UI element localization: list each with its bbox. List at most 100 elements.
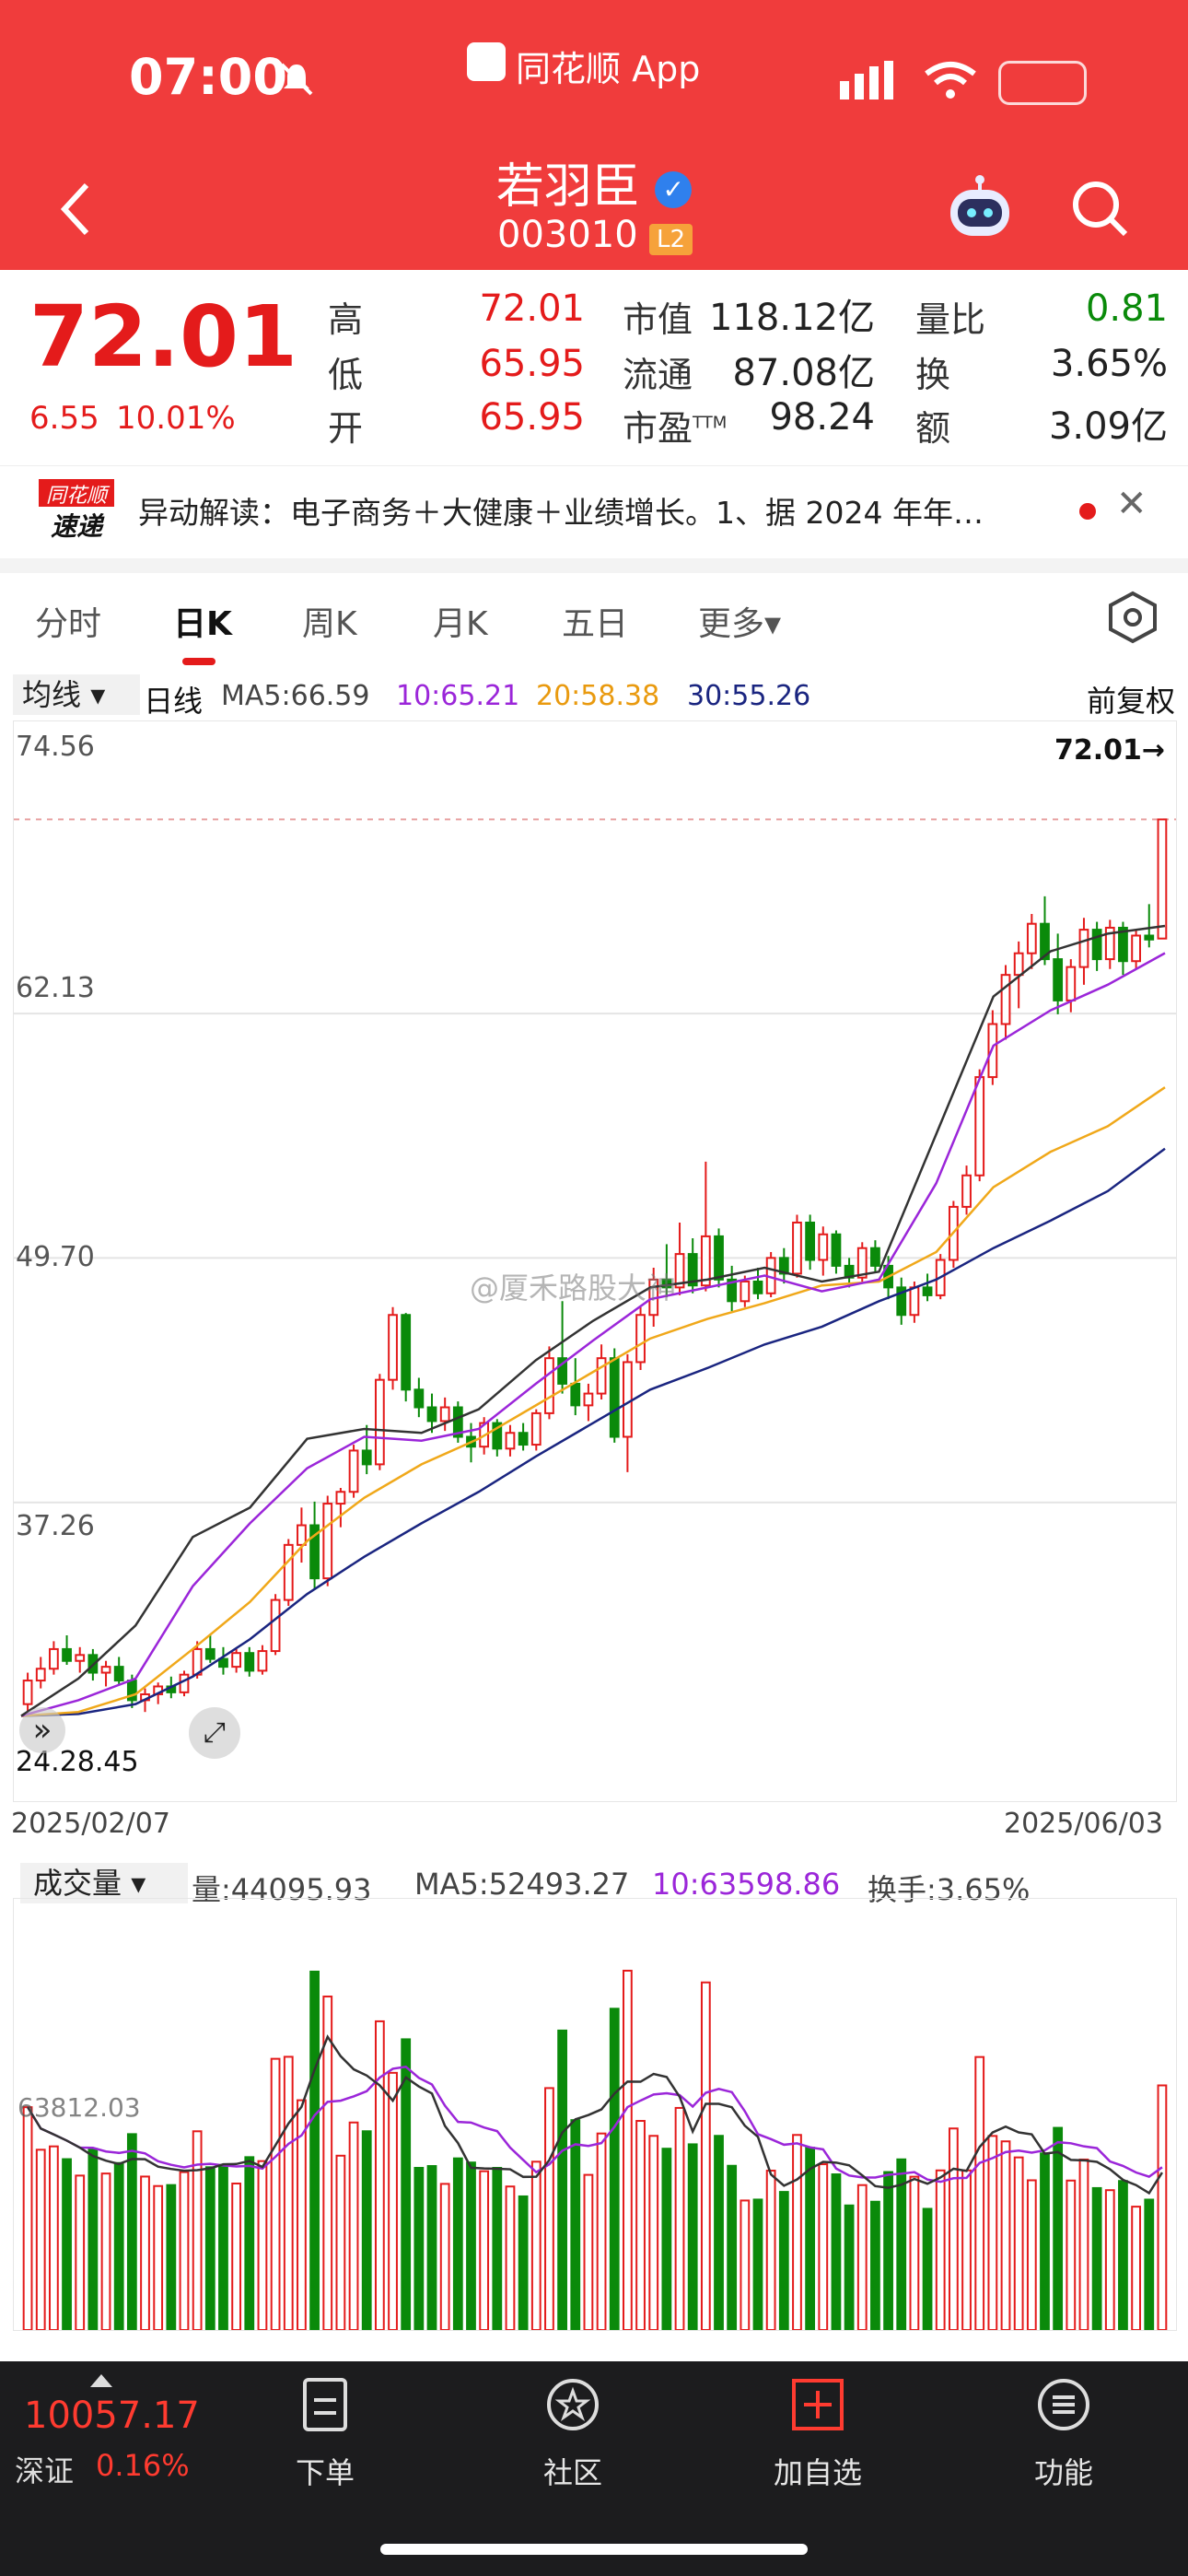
volume-bar (179, 2171, 190, 2330)
index-value[interactable]: 10057.17 (24, 2395, 200, 2437)
volume-bar (1040, 2152, 1050, 2330)
robot-assistant-icon[interactable] (945, 175, 1015, 245)
volume-bar (1000, 2140, 1011, 2330)
settings-hexagon-icon[interactable] (1107, 590, 1159, 645)
candle-body (1026, 922, 1037, 954)
candle-body (297, 1524, 307, 1546)
candle-body (179, 1673, 190, 1693)
ma20-line (20, 1086, 1166, 1717)
volume-turnover: 换手:3.65% (868, 1872, 1031, 1907)
news-logo-top: 同花顺 (39, 479, 114, 508)
candle-body (570, 1382, 581, 1407)
news-banner[interactable]: 同花顺 速递 异动解读：电子商务＋大健康＋业绩增长。1、据 2024 年年… ✕ (0, 465, 1188, 573)
news-text[interactable]: 异动解读：电子商务＋大健康＋业绩增长。1、据 2024 年年… (138, 495, 984, 531)
expand-left-icon[interactable]: » (19, 1707, 65, 1753)
kline-svg (14, 818, 1176, 1717)
last-price: 72.01 (29, 287, 298, 386)
price-change: 6.55 (29, 400, 99, 437)
ma30-line (20, 1147, 1166, 1717)
volume-bar (426, 2165, 437, 2330)
candle-body (35, 1668, 46, 1682)
nav-order[interactable]: 下单 (295, 2455, 355, 2490)
back-arrow-icon[interactable] (55, 180, 96, 239)
unread-dot-icon (1079, 503, 1096, 520)
adjust-mode[interactable]: 前复权 (1087, 684, 1176, 719)
volume-bar (518, 2195, 529, 2330)
y-axis-top: 74.56 (16, 731, 95, 763)
nav-add-watchlist[interactable]: 加自选 (773, 2455, 862, 2490)
candle-body (1144, 934, 1155, 941)
float-value: 87.08亿 (732, 352, 875, 394)
tab-daily-k[interactable]: 日K (173, 605, 232, 643)
price-change-pct: 10.01% (116, 400, 236, 437)
stock-name: 若羽臣 ✓ (0, 147, 1188, 217)
volume-bar (1066, 2179, 1077, 2330)
candle-body (740, 1280, 751, 1303)
tab-more[interactable]: 更多▾ (698, 605, 782, 643)
tab-five-day[interactable]: 五日 (562, 605, 629, 643)
battery-icon (998, 61, 1087, 105)
candle-body (439, 1406, 450, 1423)
tab-monthly-k[interactable]: 月K (433, 605, 488, 643)
volume-bar (570, 2119, 581, 2330)
candle-body (961, 1174, 972, 1208)
volume-bar (687, 2143, 698, 2330)
candle-body (635, 1314, 646, 1364)
volume-bar (856, 2184, 868, 2330)
nav-community[interactable]: 社区 (542, 2455, 602, 2490)
candle-body (909, 1286, 920, 1317)
expand-up-icon[interactable] (90, 2374, 112, 2387)
index-name: 深证 (15, 2453, 75, 2488)
amount-value: 3.09亿 (1048, 405, 1168, 448)
volume-bar (439, 2183, 450, 2330)
volume-bar (1144, 2198, 1155, 2330)
app-name: 同花顺 App (516, 49, 701, 89)
search-icon[interactable] (1068, 177, 1131, 240)
status-time: 07:00 (129, 48, 287, 106)
volume-bar (557, 2029, 567, 2330)
candle-body (361, 1449, 372, 1466)
ma5-line (20, 924, 1166, 1717)
volume-selector[interactable]: 成交量 ▾ (20, 1863, 188, 1903)
volume-bar (909, 2175, 920, 2330)
volume-bar (348, 2121, 359, 2330)
candle-body (1157, 818, 1168, 940)
close-icon[interactable]: ✕ (1116, 483, 1147, 525)
candle-body (1000, 974, 1011, 1025)
turnover-label: 换 (915, 355, 951, 395)
volume-bar (765, 2169, 776, 2330)
volume-bar (714, 2135, 724, 2330)
volume-bar (661, 2148, 672, 2330)
y-axis-l3: 49.70 (16, 1241, 95, 1273)
period-label: 日线 (144, 684, 204, 719)
candle-body (530, 1411, 542, 1446)
fullscreen-icon[interactable]: ⤢ (189, 1707, 240, 1759)
volume-bar (22, 2106, 33, 2330)
candle-body (348, 1449, 359, 1493)
candle-body (244, 1652, 255, 1672)
community-icon[interactable] (499, 2376, 646, 2437)
tab-intraday[interactable]: 分时 (35, 605, 102, 643)
candle-body (505, 1432, 516, 1450)
tab-weekly-k[interactable]: 周K (302, 605, 357, 643)
ma10-line (20, 952, 1166, 1717)
volume-ma5-line (27, 2034, 1163, 2195)
stock-code: 003010 (497, 214, 638, 256)
wifi-icon (925, 62, 976, 99)
kline-chart[interactable]: 74.56 62.13 49.70 37.26 24.28.45 72.01→ … (13, 720, 1177, 1802)
volume-bar (166, 2184, 177, 2330)
order-icon[interactable] (251, 2376, 399, 2437)
ma30-legend: 30:55.26 (687, 680, 811, 712)
volume-bar (192, 2130, 203, 2330)
volume-bar (623, 1970, 633, 2330)
candle-body (492, 1422, 503, 1450)
volume-bar (740, 2199, 751, 2330)
nav-functions[interactable]: 功能 (1033, 2455, 1093, 2490)
ma-selector[interactable]: 均线 ▾ (13, 674, 140, 715)
volume-bar (583, 2173, 594, 2330)
add-watchlist-icon[interactable] (744, 2376, 891, 2437)
volume-chart[interactable]: 63812.03 (13, 1898, 1177, 2331)
news-logo-bottom: 速递 (50, 511, 102, 542)
menu-icon[interactable] (990, 2376, 1137, 2437)
pe-value: 98.24 (769, 396, 875, 439)
